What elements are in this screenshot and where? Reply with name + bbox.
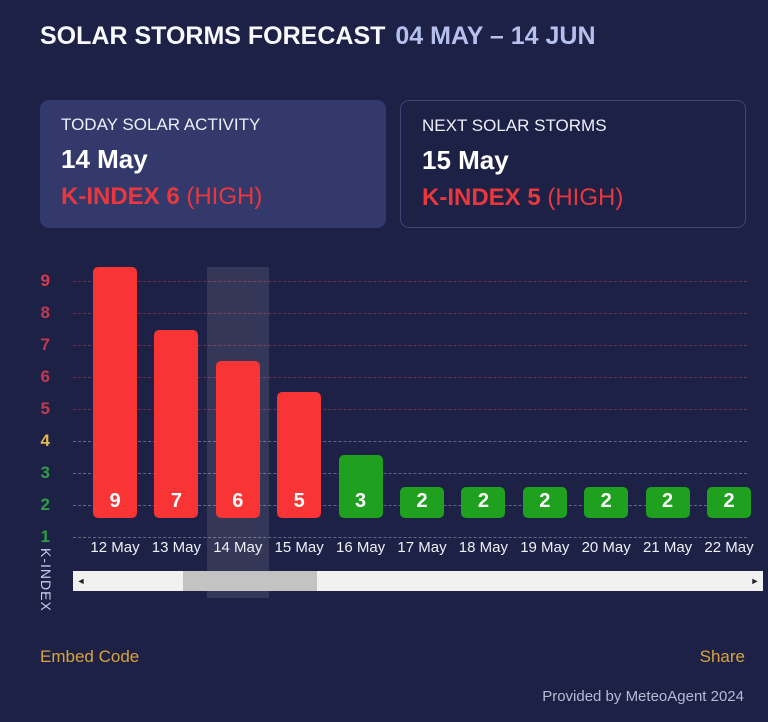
- x-axis-label-15-may: 15 May: [274, 539, 324, 556]
- bar-value-label: 3: [355, 490, 367, 512]
- today-card-kindex: K-INDEX 6 (HIGH): [61, 183, 365, 211]
- bar-value-label: 5: [293, 490, 305, 512]
- chart-bar-12-may[interactable]: 9: [93, 267, 137, 518]
- chart-bar-21-may[interactable]: 2: [645, 487, 690, 518]
- y-axis-tick-5: 5: [40, 399, 50, 418]
- x-axis-label-13-may: 13 May: [151, 539, 201, 556]
- x-axis-label-22-may: 22 May: [704, 539, 754, 556]
- y-axis-tick-6: 6: [40, 367, 50, 386]
- y-axis-tick-7: 7: [40, 335, 50, 354]
- grid-line-9: [73, 281, 747, 282]
- x-axis-label-16-may: 16 May: [335, 539, 386, 556]
- embed-code-link[interactable]: Embed Code: [40, 647, 140, 666]
- x-axis-label-20-may: 20 May: [581, 539, 631, 556]
- grid-line-4: [73, 441, 747, 442]
- bar-value-label: 2: [600, 490, 612, 512]
- next-card-kindex: K-INDEX 5 (HIGH): [422, 184, 724, 212]
- today-solar-activity-card: TODAY SOLAR ACTIVITY 14 May K-INDEX 6 (H…: [40, 100, 386, 228]
- x-axis-label-12-may: 12 May: [90, 539, 140, 556]
- grid-line-5: [73, 409, 747, 410]
- y-axis-tick-8: 8: [40, 303, 50, 322]
- chart-bar-17-may[interactable]: 2: [400, 487, 444, 518]
- chart-bar-22-may[interactable]: 2: [707, 487, 751, 518]
- chart-bar-20-may[interactable]: 2: [584, 487, 629, 518]
- x-axis-label-21-may: 21 May: [642, 539, 693, 556]
- x-axis-label-14-may: 14 May: [213, 539, 263, 556]
- grid-line-7: [73, 345, 747, 346]
- y-axis-tick-9: 9: [40, 271, 50, 290]
- x-axis-label-18-may: 18 May: [458, 539, 508, 556]
- attribution-text: Provided by MeteoAgent 2024: [542, 688, 744, 705]
- today-kindex-value: K-INDEX 6: [61, 183, 180, 210]
- title-text: SOLAR STORMS FORECAST: [40, 22, 386, 50]
- scroll-right-icon[interactable]: ►: [750, 576, 760, 586]
- next-solar-storms-card: NEXT SOLAR STORMS 15 May K-INDEX 5 (HIGH…: [400, 100, 746, 228]
- y-axis-tick-2: 2: [40, 495, 50, 514]
- chart-bar-15-may[interactable]: 5: [277, 392, 322, 518]
- chart-bar-19-may[interactable]: 2: [522, 487, 567, 518]
- scroll-left-icon[interactable]: ◄: [76, 576, 86, 586]
- x-axis-label-17-may: 17 May: [397, 539, 447, 556]
- bar-value-label: 2: [539, 490, 551, 512]
- next-card-date: 15 May: [422, 145, 509, 175]
- chart-scrollbar[interactable]: ◄ ►: [73, 571, 763, 591]
- chart-bar-18-may[interactable]: 2: [461, 487, 506, 518]
- bar-value-label: 7: [170, 490, 182, 512]
- bar-value-label: 2: [723, 490, 735, 512]
- chart-bar-16-may[interactable]: 3: [338, 455, 383, 518]
- chart-bar-14-may[interactable]: 6: [215, 361, 260, 518]
- y-axis-tick-1: 1: [40, 527, 50, 546]
- share-link[interactable]: Share: [699, 647, 745, 666]
- page-title: SOLAR STORMS FORECAST 04 MAY – 14 JUN: [40, 22, 596, 51]
- x-axis-label-19-may: 19 May: [520, 539, 570, 556]
- chart-bar-13-may[interactable]: 7: [154, 330, 199, 518]
- grid-line-1: [73, 537, 747, 538]
- title-date-range: 04 MAY – 14 JUN: [395, 22, 596, 50]
- next-card-label: NEXT SOLAR STORMS: [422, 116, 607, 135]
- bar-value-label: 2: [416, 490, 428, 512]
- bar-value-label: 2: [477, 490, 489, 512]
- grid-line-6: [73, 377, 747, 378]
- today-card-date: 14 May: [61, 144, 148, 174]
- y-axis-tick-4: 4: [40, 431, 50, 450]
- bar-value-label: 2: [662, 490, 674, 512]
- grid-line-3: [73, 473, 747, 474]
- bar-value-label: 9: [109, 490, 121, 512]
- next-kindex-level: (HIGH): [547, 184, 624, 211]
- bar-value-label: 6: [232, 490, 244, 512]
- grid-line-8: [73, 313, 747, 314]
- scrollbar-thumb[interactable]: [183, 571, 317, 591]
- next-kindex-value: K-INDEX 5: [422, 184, 541, 211]
- y-axis-title: K-INDEX: [38, 548, 54, 612]
- today-kindex-level: (HIGH): [186, 183, 263, 210]
- today-card-label: TODAY SOLAR ACTIVITY: [61, 115, 261, 134]
- y-axis-tick-3: 3: [40, 463, 50, 482]
